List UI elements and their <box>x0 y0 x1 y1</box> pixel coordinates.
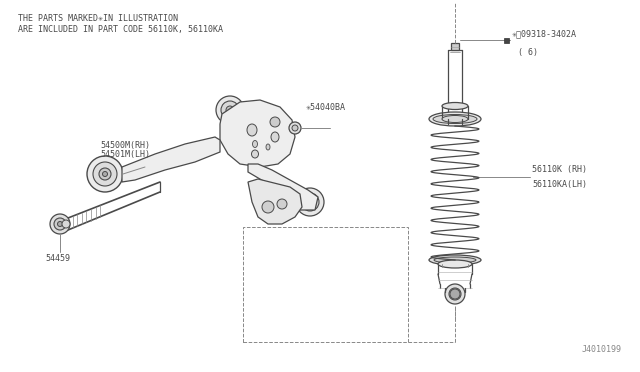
Text: ✳Ⓣ09318-3402A: ✳Ⓣ09318-3402A <box>512 29 577 38</box>
Bar <box>504 38 509 43</box>
Text: 56110K (RH): 56110K (RH) <box>532 165 587 174</box>
Text: 54501M(LH): 54501M(LH) <box>100 150 150 159</box>
Circle shape <box>62 220 70 228</box>
Circle shape <box>102 171 108 176</box>
Circle shape <box>450 289 460 299</box>
Ellipse shape <box>247 124 257 136</box>
Polygon shape <box>122 137 220 182</box>
Ellipse shape <box>266 144 270 150</box>
Ellipse shape <box>445 284 465 304</box>
Circle shape <box>216 96 244 124</box>
Circle shape <box>289 122 301 134</box>
Text: 54500M(RH): 54500M(RH) <box>100 141 150 150</box>
Circle shape <box>221 101 239 119</box>
Circle shape <box>226 106 234 114</box>
Circle shape <box>93 162 117 186</box>
Bar <box>243 227 408 342</box>
Text: 56110KA(LH): 56110KA(LH) <box>532 180 587 189</box>
Bar <box>451 43 459 50</box>
Ellipse shape <box>450 116 460 122</box>
Ellipse shape <box>434 257 476 263</box>
Ellipse shape <box>438 260 472 268</box>
Text: ( 6): ( 6) <box>518 48 538 57</box>
Polygon shape <box>248 179 302 224</box>
Circle shape <box>292 125 298 131</box>
Circle shape <box>87 156 123 192</box>
Circle shape <box>270 117 280 127</box>
Text: 54459: 54459 <box>45 254 70 263</box>
Ellipse shape <box>442 103 468 109</box>
Circle shape <box>262 201 274 213</box>
Text: J4010199: J4010199 <box>582 345 622 354</box>
Ellipse shape <box>442 115 468 122</box>
Polygon shape <box>248 164 318 210</box>
Circle shape <box>50 214 70 234</box>
Ellipse shape <box>429 255 481 265</box>
Circle shape <box>58 221 63 227</box>
Ellipse shape <box>429 112 481 126</box>
Ellipse shape <box>449 288 461 300</box>
Ellipse shape <box>271 132 279 142</box>
Ellipse shape <box>252 150 259 158</box>
Circle shape <box>54 218 66 230</box>
Circle shape <box>306 198 314 206</box>
Circle shape <box>296 188 324 216</box>
Text: THE PARTS MARKED✳IN ILLUSTRATION: THE PARTS MARKED✳IN ILLUSTRATION <box>18 14 178 23</box>
Polygon shape <box>220 100 295 167</box>
Text: ✳54040BA: ✳54040BA <box>306 103 346 112</box>
Circle shape <box>99 168 111 180</box>
Ellipse shape <box>253 141 257 148</box>
Ellipse shape <box>433 115 477 124</box>
Circle shape <box>301 193 319 211</box>
Circle shape <box>277 199 287 209</box>
Text: ARE INCLUDED IN PART CODE 56110K, 56110KA: ARE INCLUDED IN PART CODE 56110K, 56110K… <box>18 25 223 34</box>
